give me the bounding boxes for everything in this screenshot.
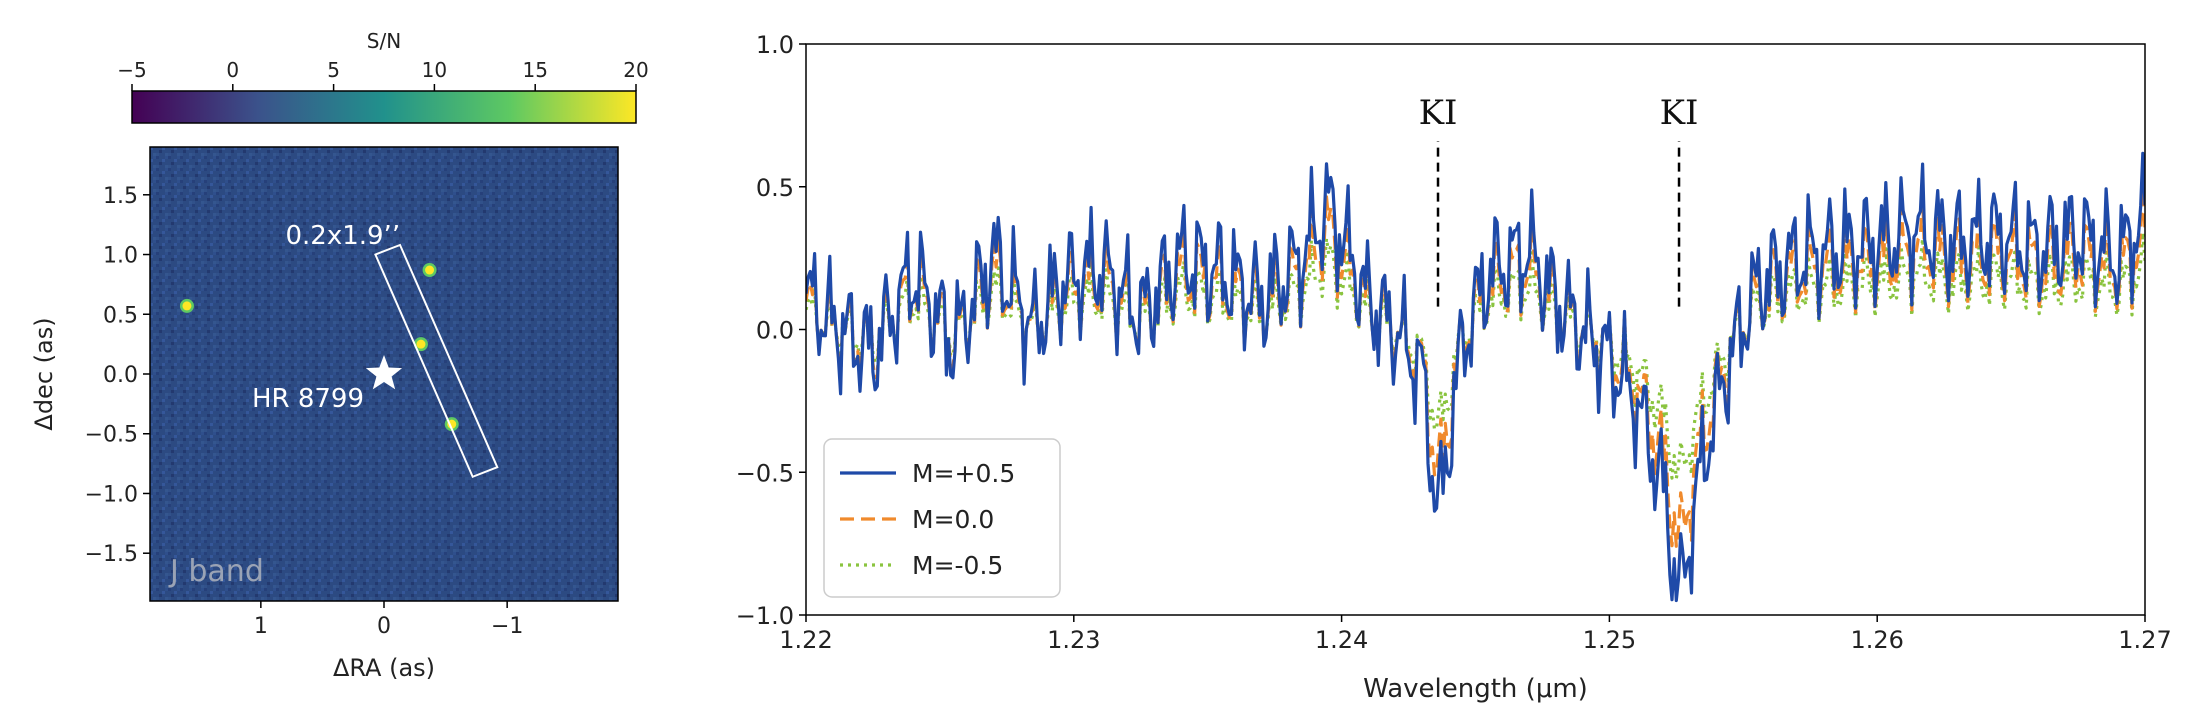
sn-map: 0.2x1.9’’ HR 8799 J band 1 0 −1 1.5 1.0 0.5 0.… [30,146,619,682]
x-tick-label: 1.26 [1850,626,1903,654]
band-label: J band [168,554,264,589]
star-icon [365,355,403,390]
x-tick-label: 1.24 [1315,626,1368,654]
y-tick-label: 1.0 [103,244,138,269]
y-tick-label: 0.0 [103,363,138,388]
line-annotations: KI KI [1419,93,1699,307]
colorbar-ticks: −5 0 5 10 15 20 [117,58,649,91]
colorbar-tick-label: 15 [522,58,547,82]
legend-label: M=+0.5 [912,459,1015,488]
y-tick-label: −0.5 [85,423,138,448]
colorbar: S/N −5 0 5 10 15 20 [117,29,649,124]
colorbar-tick-label: 20 [623,58,648,82]
y-tick-label: −1.5 [85,542,138,567]
legend-box [823,438,1061,598]
x-tick-label: 1 [254,614,268,639]
colorbar-tick-label: 0 [226,58,239,82]
spectrum-plot: KI KI 1.22 1.23 1.24 1.25 1.26 1.27 −1.0 −0.5 0.0… [736,31,2172,704]
y-tick-label: −1.0 [85,482,138,507]
annotation-label: KI [1660,93,1699,133]
x-tick-label: 1.25 [1583,626,1636,654]
legend-label: M=-0.5 [912,551,1003,580]
annotation-label: KI [1419,93,1458,133]
colorbar-label: S/N [367,29,401,53]
sn-map-ylabel: Δdec (as) [30,317,58,430]
series-line [806,151,2145,603]
sources [179,263,459,432]
y-tick-label: 0.0 [756,317,794,345]
x-tick-label: 0 [377,614,391,639]
legend: M=+0.5 M=0.0 M=-0.5 [823,438,1061,598]
y-tick-label: 0.5 [756,174,794,202]
source-point [425,265,435,275]
spectrum-series [806,151,2145,603]
colorbar-tick-label: 10 [422,58,447,82]
y-tick-label: −1.0 [736,602,794,630]
x-tick-label: 1.22 [779,626,832,654]
sn-map-ticks: 1 0 −1 1.5 1.0 0.5 0.0 −0.5 −1.0 −1.5 [85,184,524,639]
y-tick-label: −0.5 [736,459,794,487]
slit-label: 0.2x1.9’’ [285,221,400,251]
source-point [182,301,192,311]
sn-map-xlabel: ΔRA (as) [333,654,435,682]
x-tick-label: 1.27 [2118,626,2171,654]
spectrum-ticks: 1.22 1.23 1.24 1.25 1.26 1.27 −1.0 −0.5 0.0 0.5 1.… [736,31,2172,654]
source-point [416,339,426,349]
x-tick-label: 1.23 [1047,626,1100,654]
star-label: HR 8799 [252,384,364,414]
slit-outline [374,243,499,479]
colorbar-tick-label: 5 [327,58,340,82]
colorbar-tick-label: −5 [117,58,146,82]
y-tick-label: 0.5 [103,303,138,328]
spectrum-xlabel: Wavelength (μm) [1363,674,1588,704]
x-tick-label: −1 [491,614,523,639]
legend-label: M=0.0 [912,505,994,534]
y-tick-label: 1.0 [756,31,794,59]
colorbar-gradient [131,90,637,124]
y-tick-label: 1.5 [103,184,138,209]
